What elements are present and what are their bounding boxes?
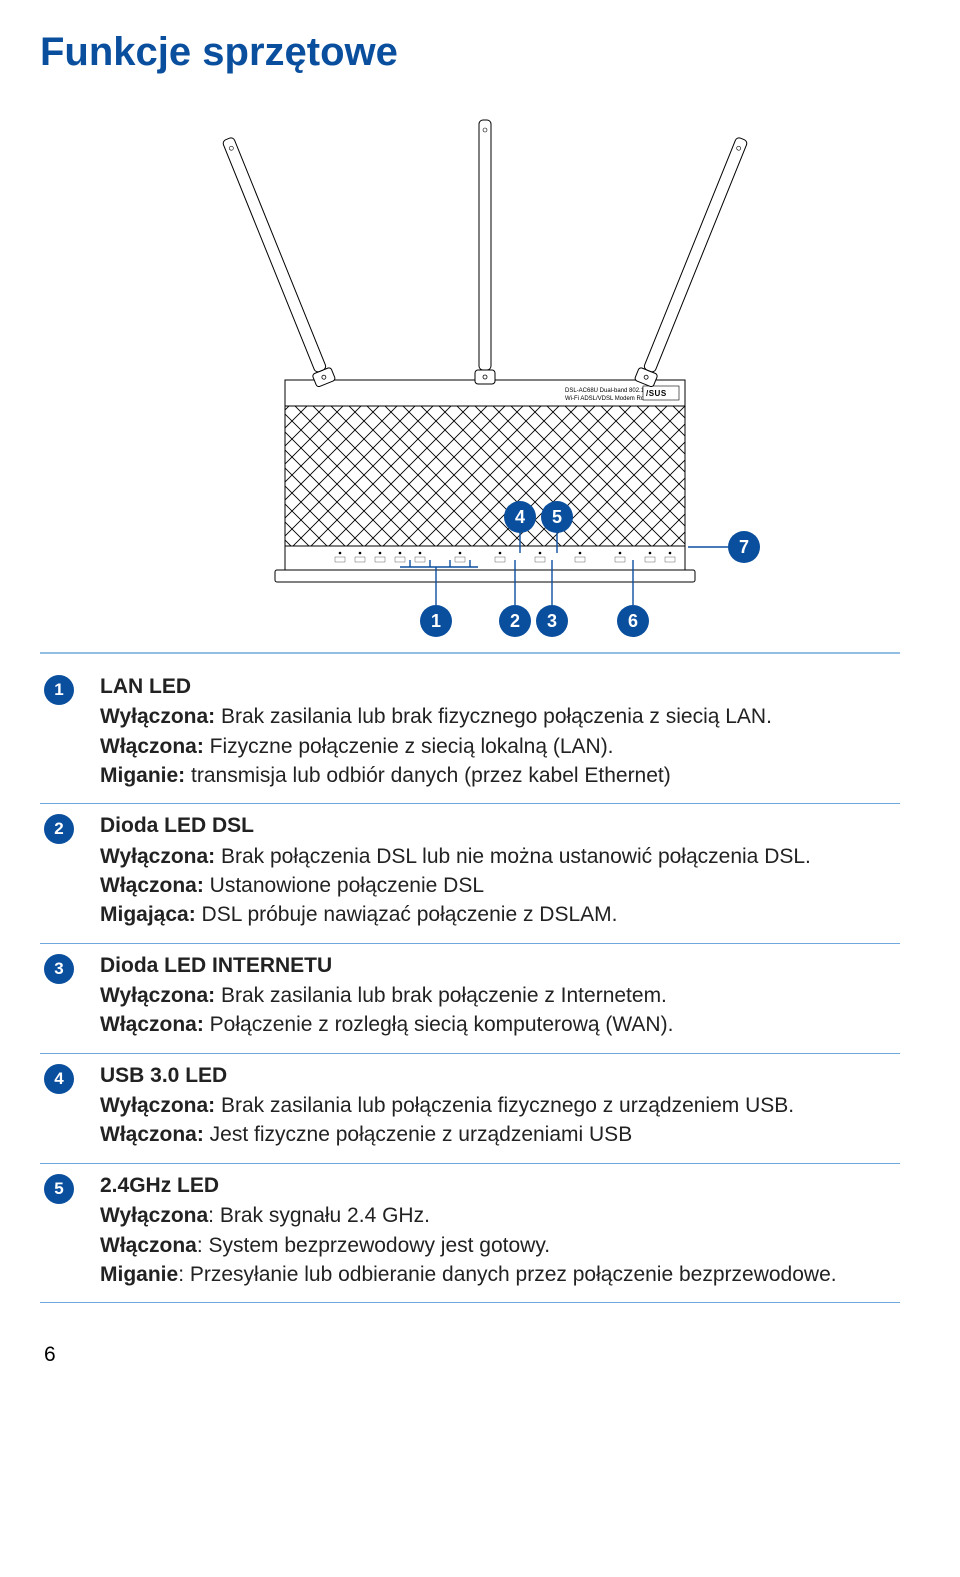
item-number-circle: 4 (44, 1064, 74, 1094)
state-text: DSL próbuje nawiązać połączenie z DSLAM. (196, 903, 618, 926)
callout-3: 3 (536, 605, 568, 637)
state-line: Migająca: DSL próbuje nawiązać połączeni… (100, 901, 900, 929)
state-text: Brak połączenia DSL lub nie można ustano… (215, 845, 811, 868)
state-label: Wyłączona: (100, 845, 215, 868)
item-title: Dioda LED DSL (100, 812, 900, 840)
state-line: Włączona: Jest fizyczne połączenie z urz… (100, 1121, 900, 1149)
svg-text:/SUS: /SUS (646, 389, 667, 398)
state-line: Włączona: Połączenie z rozległą siecią k… (100, 1011, 900, 1039)
state-line: Włączona: System bezprzewodowy jest goto… (100, 1232, 900, 1260)
state-label: Miganie: (100, 764, 185, 787)
state-label: Włączona: (100, 735, 204, 758)
state-label: Włączona (100, 1234, 197, 1257)
state-label: Wyłączona: (100, 984, 215, 1007)
state-line: Miganie: Przesyłanie lub odbieranie dany… (100, 1261, 900, 1289)
item-number-wrap: 3 (40, 952, 100, 1041)
router-diagram: DSL-AC68U Dual-band 802.11ac Wi-Fi ADSL/V… (40, 115, 900, 655)
state-label: Włączona: (100, 1013, 204, 1036)
callout-7: 7 (728, 531, 760, 563)
led-item-2: 2 Dioda LED DSL Wyłączona: Brak połączenia… (40, 804, 900, 943)
callout-5: 5 (541, 501, 573, 533)
state-label: Migająca: (100, 903, 196, 926)
item-body: LAN LEDWyłączona: Brak zasilania lub bra… (100, 673, 900, 791)
item-title: 2.4GHz LED (100, 1172, 900, 1200)
state-text: Brak zasilania lub brak fizycznego połąc… (215, 705, 772, 728)
state-label: Wyłączona: (100, 1094, 215, 1117)
page: Funkcje sprzętowe DSL-AC68U Dual-band 80… (0, 0, 960, 1397)
state-line: Włączona: Ustanowione połączenie DSL (100, 872, 900, 900)
state-label: Wyłączona: (100, 705, 215, 728)
state-line: Włączona: Fizyczne połączenie z siecią l… (100, 733, 900, 761)
item-number-wrap: 5 (40, 1172, 100, 1290)
state-text: Ustanowione połączenie DSL (204, 874, 484, 897)
state-label: Włączona: (100, 874, 204, 897)
led-item-3: 3Dioda LED INTERNETUWyłączona: Brak zasi… (40, 944, 900, 1054)
item-title: LAN LED (100, 673, 900, 701)
item-number-circle: 2 (44, 814, 74, 844)
item-number-wrap: 2 (40, 812, 100, 930)
callout-4: 4 (504, 501, 536, 533)
state-line: Miganie: transmisja lub odbiór danych (p… (100, 762, 900, 790)
state-text: : Brak sygnału 2.4 GHz. (208, 1204, 430, 1227)
led-item-5: 52.4GHz LEDWyłączona: Brak sygnału 2.4 G… (40, 1164, 900, 1303)
state-text: : Przesyłanie lub odbieranie danych prze… (178, 1263, 836, 1286)
state-line: Wyłączona: Brak zasilania lub połączenia… (100, 1092, 900, 1120)
state-text: transmisja lub odbiór danych (przez kabe… (185, 764, 671, 787)
state-line: Wyłączona: Brak sygnału 2.4 GHz. (100, 1202, 900, 1230)
state-line: Wyłączona: Brak zasilania lub brak fizyc… (100, 703, 900, 731)
callout-6: 6 (617, 605, 649, 637)
callout-1: 1 (420, 605, 452, 637)
page-title: Funkcje sprzętowe (40, 30, 900, 75)
state-label: Miganie (100, 1263, 178, 1286)
item-number-circle: 1 (44, 675, 74, 705)
item-title: USB 3.0 LED (100, 1062, 900, 1090)
item-body: Dioda LED DSL Wyłączona: Brak połączenia … (100, 812, 900, 930)
item-number-wrap: 4 (40, 1062, 100, 1151)
state-text: Brak zasilania lub brak połączenie z Int… (215, 984, 667, 1007)
item-body: 2.4GHz LEDWyłączona: Brak sygnału 2.4 GH… (100, 1172, 900, 1290)
state-text: Jest fizyczne połączenie z urządzeniami … (204, 1123, 632, 1146)
state-text: Brak zasilania lub połączenia fizycznego… (215, 1094, 794, 1117)
state-label: Włączona: (100, 1123, 204, 1146)
item-number-circle: 3 (44, 954, 74, 984)
svg-text:DSL-AC68U Dual-band 802.11ac: DSL-AC68U Dual-band 802.11ac (565, 388, 653, 394)
item-number-wrap: 1 (40, 673, 100, 791)
led-item-1: 1LAN LEDWyłączona: Brak zasilania lub br… (40, 665, 900, 804)
state-text: Fizyczne połączenie z siecią lokalną (LA… (204, 735, 614, 758)
led-definitions-list: 1LAN LEDWyłączona: Brak zasilania lub br… (40, 665, 900, 1303)
callout-2: 2 (499, 605, 531, 637)
state-text: : System bezprzewodowy jest gotowy. (197, 1234, 550, 1257)
state-label: Wyłączona (100, 1204, 208, 1227)
state-line: Wyłączona: Brak zasilania lub brak połąc… (100, 982, 900, 1010)
item-body: Dioda LED INTERNETUWyłączona: Brak zasil… (100, 952, 900, 1041)
item-number-circle: 5 (44, 1174, 74, 1204)
page-number: 6 (40, 1343, 900, 1367)
state-line: Wyłączona: Brak połączenia DSL lub nie m… (100, 843, 900, 871)
led-item-4: 4USB 3.0 LEDWyłączona: Brak zasilania lu… (40, 1054, 900, 1164)
item-title: Dioda LED INTERNETU (100, 952, 900, 980)
diagram-svg: DSL-AC68U Dual-band 802.11ac Wi-Fi ADSL/V… (40, 115, 900, 655)
svg-text:Wi-Fi ADSL/VDSL Modem Router: Wi-Fi ADSL/VDSL Modem Router (565, 396, 654, 402)
state-text: Połączenie z rozległą siecią komputerową… (204, 1013, 674, 1036)
item-body: USB 3.0 LEDWyłączona: Brak zasilania lub… (100, 1062, 900, 1151)
